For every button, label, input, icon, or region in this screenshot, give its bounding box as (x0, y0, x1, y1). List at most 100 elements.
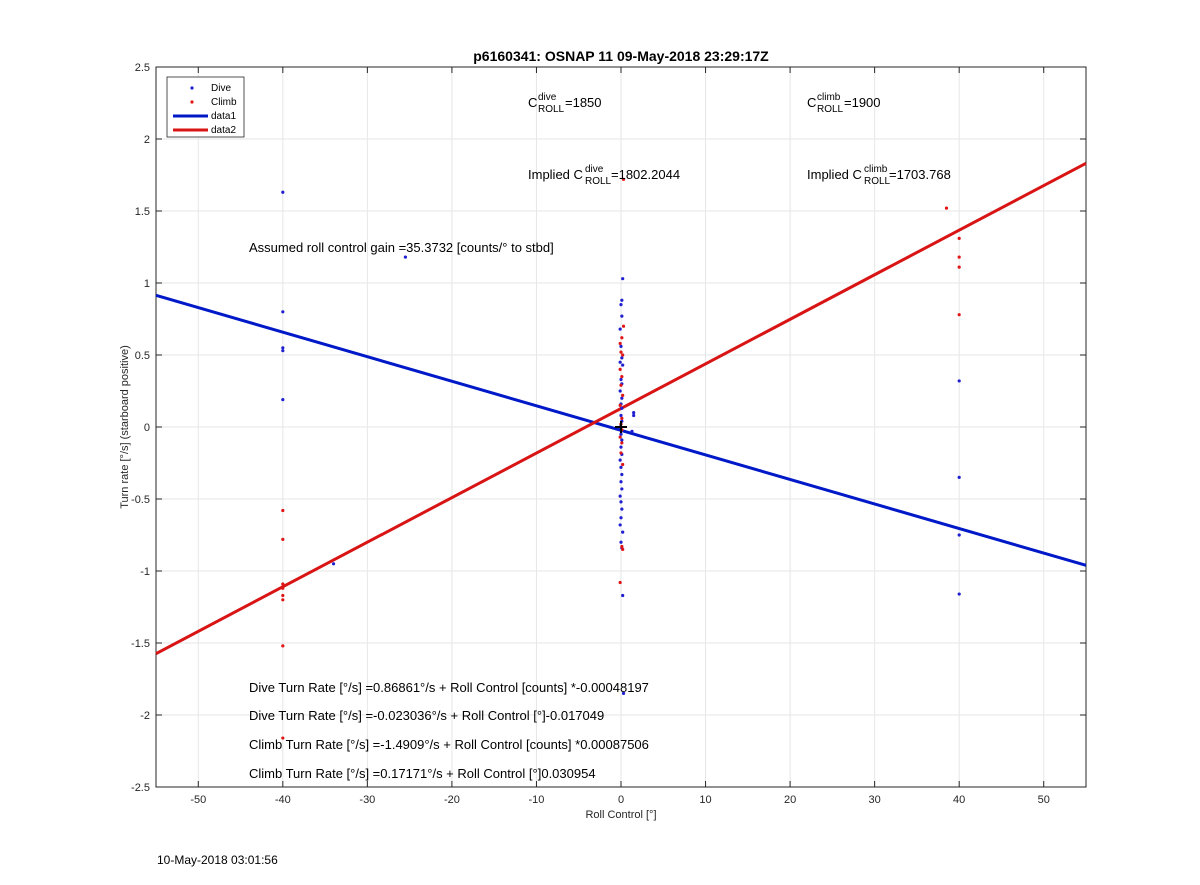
y-tick-label: 1 (144, 278, 150, 290)
climb-point (618, 341, 622, 346)
climb-point (620, 441, 624, 445)
origin-marker (615, 421, 627, 433)
dive-point (331, 562, 336, 566)
dive-point (620, 356, 624, 360)
dive-point (281, 398, 285, 402)
climb-point (620, 336, 624, 340)
dive-point (618, 458, 622, 462)
dive-point (618, 523, 622, 527)
y-tick-label: -0.5 (131, 494, 150, 506)
dive-point (620, 396, 624, 400)
dive-point (281, 346, 285, 350)
y-tick-label: 2 (144, 134, 150, 146)
legend-dive-label: Dive (211, 83, 231, 94)
climb-point (620, 544, 624, 549)
dive-point (620, 406, 624, 410)
c-climb-base: C (807, 95, 816, 110)
svg-text:C: C (528, 95, 537, 110)
climb-point (621, 177, 626, 181)
dive-point (618, 494, 622, 498)
climb-point (957, 313, 961, 317)
chart-title: p6160341: OSNAP 11 09-May-2018 23:29:17Z (473, 48, 769, 64)
implied-dive-sup: dive (585, 164, 604, 175)
climb-point (957, 236, 961, 240)
climb-point (281, 508, 285, 513)
data-points (281, 177, 961, 740)
climb-point (281, 537, 285, 541)
x-tick-label: 10 (699, 794, 711, 806)
dive-point (630, 429, 634, 433)
dive-point (620, 298, 624, 302)
y-tick-label: 2.5 (135, 62, 150, 74)
dive-point (619, 413, 623, 418)
implied-dive-prefix: Implied C (528, 167, 583, 182)
climb-point (618, 367, 622, 371)
climb-point (618, 403, 622, 407)
dive-point (619, 540, 623, 544)
x-tick-label: 30 (869, 794, 881, 806)
dive-point (618, 389, 622, 393)
implied-dive-sub: ROLL (585, 176, 612, 187)
y-tick-label: 0.5 (135, 350, 150, 362)
x-tick-label: -20 (444, 794, 460, 806)
climb-point (619, 383, 623, 387)
fit-annotation-1: Dive Turn Rate [°/s] =0.86861°/s + Roll … (249, 680, 649, 695)
y-tick-label: 0 (144, 422, 150, 434)
c-climb-sup: climb (817, 92, 841, 103)
dive-point (281, 190, 285, 194)
dive-point (957, 475, 961, 479)
climb-point (621, 353, 625, 357)
climb-point (619, 350, 623, 354)
dive-point (281, 349, 285, 353)
y-tick-label: -1 (140, 566, 150, 578)
fit-annotation-2: Dive Turn Rate [°/s] =-0.023036°/s + Rol… (249, 708, 604, 723)
c-dive-value: =1850 (565, 95, 602, 110)
implied-climb-value: =1703.768 (889, 167, 951, 182)
dive-point (618, 327, 622, 331)
implied-climb-annotation: Implied C climb ROLL =1703.768 (807, 164, 951, 187)
dive-point (281, 310, 285, 314)
implied-climb-prefix: Implied C (807, 167, 862, 182)
climb-point (620, 416, 624, 420)
implied-climb-sup: climb (864, 164, 888, 175)
climb-point (957, 255, 961, 259)
y-tick-label: -2 (140, 710, 150, 722)
dive-point (620, 438, 624, 442)
x-tick-label: 40 (953, 794, 965, 806)
c-climb-sub: ROLL (817, 104, 844, 115)
dive-point (619, 377, 623, 382)
legend-climb-label: Climb (211, 97, 237, 108)
legend-dive-marker (190, 86, 194, 90)
dive-point (621, 593, 625, 598)
dive-point (619, 344, 623, 348)
axes (155, 66, 1087, 788)
footer-timestamp: 10-May-2018 03:01:56 (157, 853, 278, 867)
fit-annotation-3: Climb Turn Rate [°/s] =-1.4909°/s + Roll… (249, 737, 649, 752)
climb-point (957, 265, 961, 269)
climb-point (620, 375, 624, 379)
x-tick-label: -10 (529, 794, 545, 806)
dive-point (618, 360, 622, 364)
climb-point (281, 593, 285, 598)
y-tick-label: 1.5 (135, 206, 150, 218)
c-dive-annotation: C dive ROLL =1850 (528, 92, 602, 115)
c-climb-annotation: C climb ROLL =1900 (807, 92, 881, 115)
y-axis-label: Turn rate [°/s] (starboard positive) (119, 345, 131, 509)
climb-point (281, 644, 285, 648)
x-axis-label: Roll Control [°] (585, 809, 656, 821)
x-tick-label: -50 (190, 794, 206, 806)
dive-point (621, 691, 626, 696)
dive-point (403, 255, 408, 259)
y-tick-label: -1.5 (131, 638, 150, 650)
x-tick-labels: -50 -40 -30 -20 -10 0 10 20 30 40 50 (190, 794, 1050, 806)
dive-point (957, 533, 961, 537)
legend-data1-label: data1 (211, 111, 236, 122)
y-tick-labels: -2.5 -2 -1.5 -1 -0.5 0 0.5 1 1.5 2 2.5 (131, 62, 150, 794)
legend-data2-label: data2 (211, 125, 236, 136)
fit-annotation-4: Climb Turn Rate [°/s] =0.17171°/s + Roll… (249, 766, 596, 781)
climb-point (621, 324, 626, 328)
climb-point (619, 451, 623, 455)
dive-point (619, 516, 623, 520)
dive-point (619, 445, 623, 449)
implied-dive-value: =1802.2044 (611, 167, 680, 182)
